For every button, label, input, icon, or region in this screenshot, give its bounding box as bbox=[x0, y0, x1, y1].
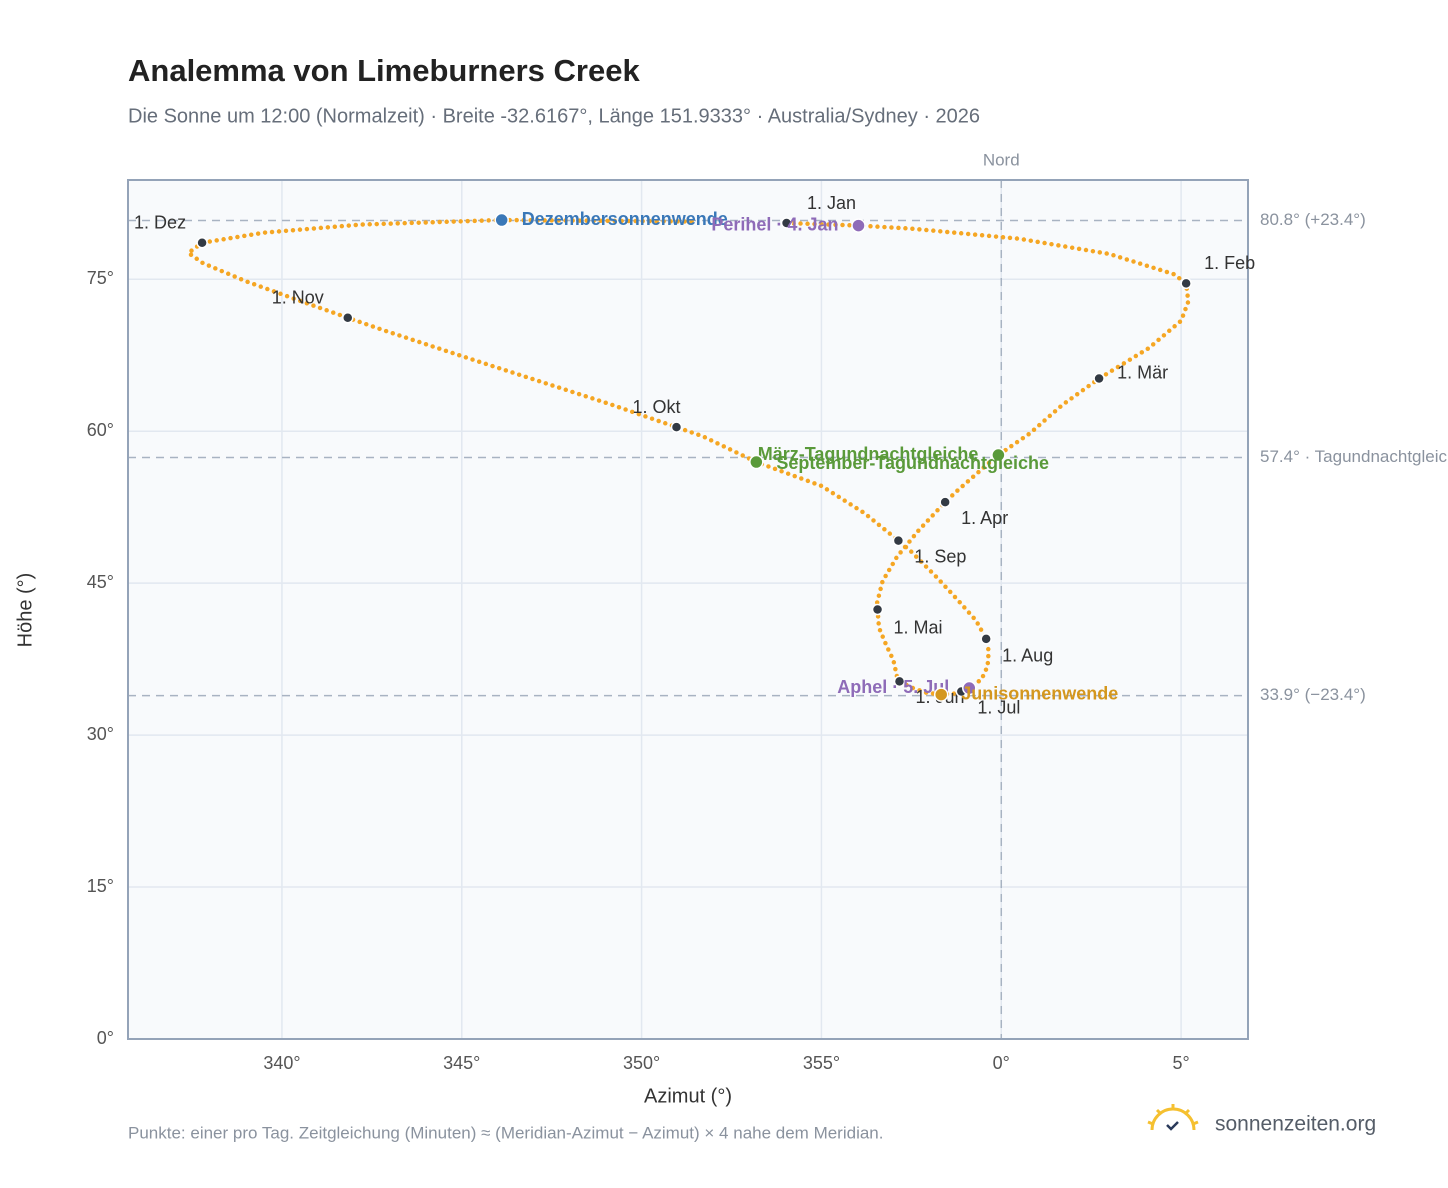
plot-border bbox=[127, 179, 1249, 1040]
month-label: 1. Sep bbox=[914, 546, 966, 566]
month-label: 1. Aug bbox=[1002, 646, 1053, 666]
event-marker bbox=[749, 454, 764, 470]
x-tick-label: 0° bbox=[993, 1053, 1010, 1073]
month-label: 1. Mai bbox=[894, 617, 943, 637]
y-tick-label: 0° bbox=[97, 1028, 114, 1048]
y-tick-label: 60° bbox=[87, 420, 114, 440]
month-marker bbox=[980, 633, 992, 645]
month-label: 1. Apr bbox=[961, 508, 1008, 528]
month-marker bbox=[939, 496, 951, 508]
x-tick-label: 345° bbox=[443, 1053, 480, 1073]
y-tick-label: 15° bbox=[87, 876, 114, 896]
month-marker bbox=[780, 217, 793, 229]
event-label: Aphel · 5. Jul bbox=[837, 677, 949, 697]
brand-logo bbox=[1147, 1104, 1199, 1131]
brand: sonnenzeiten.org bbox=[1215, 1113, 1376, 1136]
x-tick-label: 355° bbox=[803, 1053, 840, 1073]
event-marker bbox=[962, 680, 977, 696]
y-tick-label: 75° bbox=[87, 268, 114, 288]
reference-label: 33.9° (−23.4°) bbox=[1260, 685, 1366, 704]
event-label: Perihel · 4. Jan bbox=[711, 214, 838, 234]
event-marker bbox=[933, 687, 949, 702]
month-marker bbox=[342, 312, 354, 324]
meridian-label: Nord bbox=[983, 150, 1020, 169]
event-label: September-Tagundnachtgleiche bbox=[776, 453, 1049, 473]
month-label: 1. Okt bbox=[632, 397, 680, 417]
month-label: 1. Nov bbox=[272, 288, 324, 308]
event-marker bbox=[991, 447, 1006, 463]
month-label: 1. Jul bbox=[977, 697, 1020, 717]
x-tick-label: 5° bbox=[1172, 1053, 1189, 1073]
x-tick-label: 340° bbox=[263, 1053, 300, 1073]
y-tick-label: 45° bbox=[87, 572, 114, 592]
y-axis-label: Höhe (°) bbox=[14, 573, 36, 648]
month-marker bbox=[1093, 372, 1105, 385]
month-marker bbox=[871, 603, 884, 616]
footnote: Punkte: einer pro Tag. Zeitgleichung (Mi… bbox=[128, 1123, 884, 1142]
month-marker bbox=[1180, 277, 1192, 290]
chart-title: Analemma von Limeburners Creek bbox=[128, 53, 640, 88]
reference-label: 57.4° · Tagundnachtgleiche bbox=[1260, 447, 1448, 466]
month-label: 1. Jan bbox=[807, 193, 856, 213]
x-tick-label: 350° bbox=[623, 1053, 660, 1073]
x-axis-label: Azimut (°) bbox=[644, 1085, 732, 1107]
event-marker bbox=[851, 218, 866, 233]
event-label: Dezembersonnenwende bbox=[522, 209, 728, 229]
event-label: März-Tagundnachtgleiche bbox=[758, 444, 979, 464]
event-label: Junisonnenwende bbox=[961, 683, 1118, 703]
chart-subtitle: Die Sonne um 12:00 (Normalzeit) · Breite… bbox=[128, 105, 980, 127]
month-marker bbox=[893, 675, 906, 688]
event-marker bbox=[494, 212, 509, 228]
month-marker bbox=[892, 534, 905, 547]
month-label: 1. Dez bbox=[134, 213, 186, 233]
month-marker bbox=[196, 237, 208, 249]
month-marker bbox=[670, 421, 683, 433]
y-tick-label: 30° bbox=[87, 724, 114, 744]
month-label: 1. Mär bbox=[1117, 362, 1168, 382]
reference-label: 80.8° (+23.4°) bbox=[1260, 210, 1366, 229]
month-label: 1. Feb bbox=[1204, 253, 1255, 273]
plot-area bbox=[128, 180, 1248, 1039]
